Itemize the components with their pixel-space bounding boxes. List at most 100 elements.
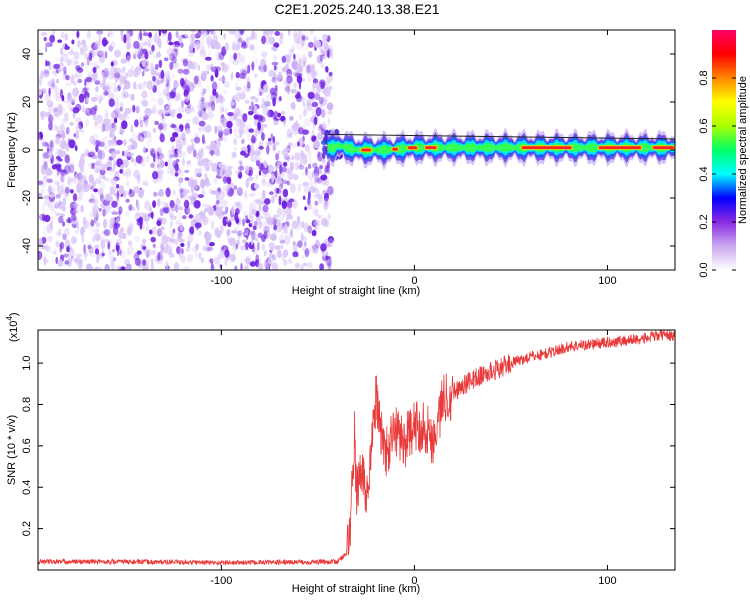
noise-speckle	[233, 138, 237, 146]
noise-speckle	[38, 251, 43, 260]
noise-speckle	[180, 255, 186, 264]
noise-speckle	[255, 254, 260, 265]
noise-speckle	[251, 30, 255, 40]
noise-speckle	[109, 124, 114, 133]
noise-speckle	[301, 34, 306, 41]
noise-speckle	[157, 173, 163, 179]
noise-speckle	[187, 189, 190, 194]
noise-speckle	[150, 258, 154, 264]
noise-speckle	[152, 245, 158, 256]
noise-speckle	[216, 230, 222, 239]
noise-speckle	[237, 186, 244, 193]
noise-speckle	[263, 84, 269, 93]
noise-speckle	[88, 266, 95, 270]
noise-speckle	[43, 110, 46, 116]
noise-speckle	[232, 60, 239, 65]
figure-title: C2E1.2025.240.13.38.E21	[274, 1, 439, 17]
noise-speckle	[145, 220, 149, 225]
noise-speckle	[138, 116, 142, 124]
noise-speckle	[261, 132, 265, 141]
noise-speckle	[81, 178, 88, 184]
noise-speckle	[120, 164, 124, 169]
noise-speckle	[49, 34, 55, 43]
snr-data-point	[375, 397, 377, 399]
noise-speckle	[288, 198, 295, 203]
noise-speckle	[163, 57, 169, 62]
noise-speckle	[140, 136, 145, 143]
noise-speckle	[153, 191, 157, 198]
noise-speckle	[154, 77, 160, 87]
noise-speckle	[291, 155, 294, 161]
noise-speckle	[64, 227, 70, 237]
noise-speckle	[309, 186, 317, 193]
noise-speckle	[158, 30, 162, 37]
noise-speckle	[120, 249, 126, 260]
noise-speckle	[161, 235, 169, 245]
noise-speckle	[311, 207, 315, 215]
noise-speckle	[316, 54, 323, 64]
noise-speckle	[184, 33, 188, 38]
noise-speckle	[53, 63, 61, 69]
noise-speckle	[325, 87, 331, 92]
noise-speckle	[263, 64, 268, 73]
noise-speckle	[203, 70, 210, 75]
noise-speckle	[64, 260, 70, 265]
noise-speckle	[98, 33, 102, 44]
noise-speckle	[236, 187, 243, 197]
snr-data-point	[365, 494, 367, 497]
noise-speckle	[104, 123, 110, 132]
noise-speckle	[263, 229, 271, 239]
colorbar-tick-label: 0.8	[698, 70, 710, 85]
noise-speckle	[38, 179, 47, 188]
noise-speckle	[74, 252, 80, 257]
noise-speckle	[237, 200, 242, 209]
noise-speckle	[167, 31, 172, 42]
noise-speckle	[123, 34, 127, 44]
noise-speckle	[285, 206, 292, 217]
noise-speckle	[83, 220, 89, 229]
noise-speckle	[51, 124, 59, 132]
noise-speckle	[106, 177, 113, 183]
noise-speckle	[171, 56, 177, 64]
noise-speckle	[71, 255, 74, 260]
snr-y-tick-label: 0.8	[21, 397, 33, 412]
noise-speckle	[224, 42, 229, 52]
noise-speckle	[244, 229, 249, 235]
noise-speckle	[138, 82, 146, 90]
noise-speckle	[51, 207, 56, 215]
noise-speckle	[118, 230, 124, 239]
noise-speckle	[317, 132, 324, 141]
noise-speckle	[221, 211, 228, 216]
noise-speckle	[286, 54, 291, 62]
noise-speckle	[293, 30, 299, 38]
noise-speckle	[229, 128, 233, 135]
noise-speckle	[168, 76, 171, 86]
noise-speckle	[157, 97, 164, 106]
noise-speckle	[114, 77, 118, 83]
noise-speckle	[275, 175, 283, 184]
noise-speckle	[143, 80, 147, 85]
noise-speckle	[65, 82, 72, 87]
noise-speckle	[214, 69, 219, 78]
noise-speckle	[271, 46, 277, 51]
noise-speckle	[169, 91, 176, 99]
noise-speckle	[181, 99, 185, 108]
noise-speckle	[108, 98, 115, 107]
noise-speckle	[271, 254, 276, 261]
noise-speckle	[152, 104, 157, 115]
noise-speckle	[279, 32, 284, 39]
noise-speckle	[191, 192, 199, 198]
noise-speckle	[70, 236, 77, 245]
snr-data-point	[394, 428, 396, 430]
noise-speckle	[289, 161, 295, 166]
snr-x-tick-label: -100	[210, 575, 232, 587]
noise-speckle	[259, 262, 263, 270]
noise-speckle	[97, 50, 104, 58]
noise-speckle	[194, 136, 201, 144]
noise-speckle	[273, 64, 277, 71]
noise-speckle	[255, 128, 258, 137]
noise-speckle	[98, 266, 102, 270]
noise-speckle	[114, 49, 121, 58]
noise-speckle	[213, 178, 218, 184]
noise-speckle	[210, 261, 214, 270]
